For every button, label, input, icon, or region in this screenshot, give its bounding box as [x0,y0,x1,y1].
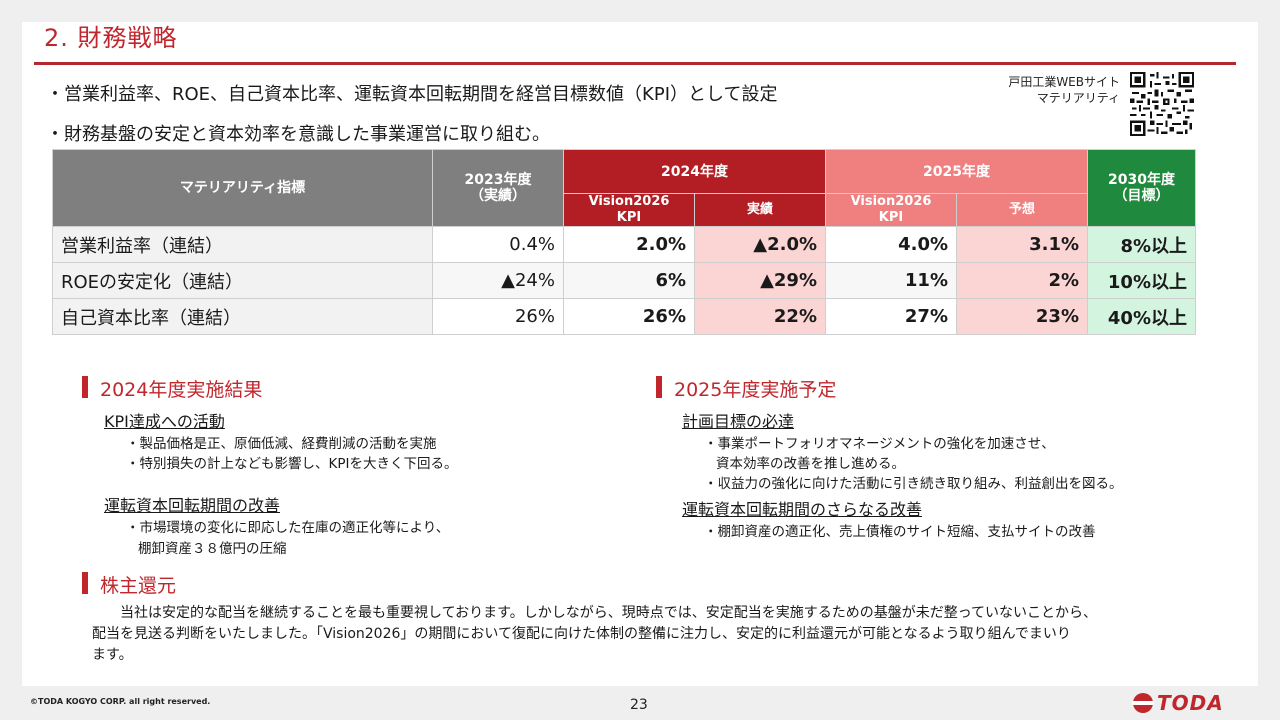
section-marker [82,572,88,594]
subheading-plan-goal: 計画目標の必達 [682,412,795,431]
header-2025-forecast: 予想 [956,193,1088,227]
section-title-shareholder-returns: 株主還元 [100,575,177,597]
section-marker [656,376,662,398]
cell-2023: 0.4% [432,226,564,263]
title-divider [34,62,1236,65]
header-2024-kpi: Vision2026 KPI [563,193,695,227]
section-title-2024-results: 2024年度実施結果 [100,379,263,401]
toda-logo-icon [1132,693,1154,713]
subheading-kpi-activities: KPI達成への活動 [104,412,225,431]
shareholder-paragraph: 当社は安定的な配当を継続することを最も重要視しております。しかしながら、現時点で… [92,603,1212,666]
header-2024-kpi-line2: KPI [616,210,642,225]
cell-2023: 26% [432,298,564,335]
slide [22,22,1258,686]
text-line: 資本効率の改善を推し進める。 [716,456,905,472]
qr-label: 戸田工業WEBサイト マテリアリティ [966,74,1120,106]
cell-2025-kpi: 4.0% [825,226,957,263]
subheading-working-capital-further: 運転資本回転期間のさらなる改善 [682,500,923,519]
header-2023-note: （実績） [470,188,526,204]
kpi-table: マテリアリティ指標 2023年度 （実績） 2024年度 2025年度 2030… [52,149,1196,335]
cell-2030: 8%以上 [1087,226,1196,263]
header-2023: 2023年度 （実績） [432,149,564,227]
cell-2024-kpi: 26% [563,298,695,335]
cell-2024-kpi: 6% [563,262,695,299]
cell-2024-actual: ▲2.0% [694,226,826,263]
cell-2025-forecast: 23% [956,298,1088,335]
cell-2024-actual: 22% [694,298,826,335]
header-2025: 2025年度 [825,149,1088,194]
cell-2025-forecast: 3.1% [956,226,1088,263]
table-row: ROEの安定化（連結） ▲24% 6% ▲29% 11% 2% 10%以上 [52,262,1196,299]
header-2030: 2030年度 （目標） [1087,149,1196,227]
cell-2025-forecast: 2% [956,262,1088,299]
paragraph-line: 配当を見送る判断をいたしました。「Vision2026」の期間において復配に向け… [92,626,1071,642]
cell-2024-actual: ▲29% [694,262,826,299]
text-line: ・製品価格是正、原価低減、経費削減の活動を実施 [126,436,437,452]
text-line: 棚卸資産３８億円の圧縮 [138,541,287,557]
header-2023-year: 2023年度 [464,172,532,188]
text-line: ・棚卸資産の適正化、売上債権のサイト短縮、支払サイトの改善 [704,524,1096,540]
header-metric: マテリアリティ指標 [52,149,433,227]
cell-2030: 10%以上 [1087,262,1196,299]
toda-logo: TODA [1132,690,1224,716]
header-2024: 2024年度 [563,149,826,194]
row-label: 営業利益率（連結） [52,226,433,263]
text-line: ・事業ポートフォリオマネージメントの強化を加速させ、 [704,436,1055,452]
copyright: ©TODA KOGYO CORP. all right reserved. [30,697,211,706]
logo-text: TODA [1157,691,1224,715]
cell-2023: ▲24% [432,262,564,299]
cell-2025-kpi: 11% [825,262,957,299]
header-2024-actual: 実績 [694,193,826,227]
qr-label-line1: 戸田工業WEBサイト [1008,75,1120,89]
header-2025-kpi-line1: Vision2026 [850,194,932,209]
table-row: 自己資本比率（連結） 26% 26% 22% 27% 23% 40%以上 [52,298,1196,335]
qr-code-icon[interactable] [1130,72,1194,136]
bullet-financial-base: ・財務基盤の安定と資本効率を意識した事業運営に取り組む。 [46,124,550,145]
row-label: 自己資本比率（連結） [52,298,433,335]
header-2024-kpi-line1: Vision2026 [588,194,670,209]
section-marker [82,376,88,398]
header-2030-note: （目標） [1113,188,1170,204]
text-line: ・市場環境の変化に即応した在庫の適正化等により、 [126,520,450,536]
header-2030-year: 2030年度 [1108,172,1175,188]
text-line: ・収益力の強化に向けた活動に引き続き取り組み、利益創出を図る。 [704,476,1123,492]
table-row: 営業利益率（連結） 0.4% 2.0% ▲2.0% 4.0% 3.1% 8%以上 [52,226,1196,263]
cell-2024-kpi: 2.0% [563,226,695,263]
bullet-kpi-setting: ・営業利益率、ROE、自己資本比率、運転資本回転期間を経営目標数値（KPI）とし… [46,84,778,105]
cell-2030: 40%以上 [1087,298,1196,335]
header-2025-kpi: Vision2026 KPI [825,193,957,227]
row-label: ROEの安定化（連結） [52,262,433,299]
cell-2025-kpi: 27% [825,298,957,335]
subheading-working-capital: 運転資本回転期間の改善 [104,496,281,515]
qr-label-line2: マテリアリティ [1036,91,1120,105]
section-title-2025-plan: 2025年度実施予定 [674,379,837,401]
text-line: ・特別損失の計上なども影響し、KPIを大きく下回る。 [126,456,458,472]
page-number: 23 [630,697,648,713]
page-title: 2. 財務戦略 [44,24,178,52]
header-2025-kpi-line2: KPI [878,210,904,225]
paragraph-line: ます。 [92,647,133,663]
paragraph-line: 当社は安定的な配当を継続することを最も重要視しております。しかしながら、現時点で… [120,605,1098,621]
